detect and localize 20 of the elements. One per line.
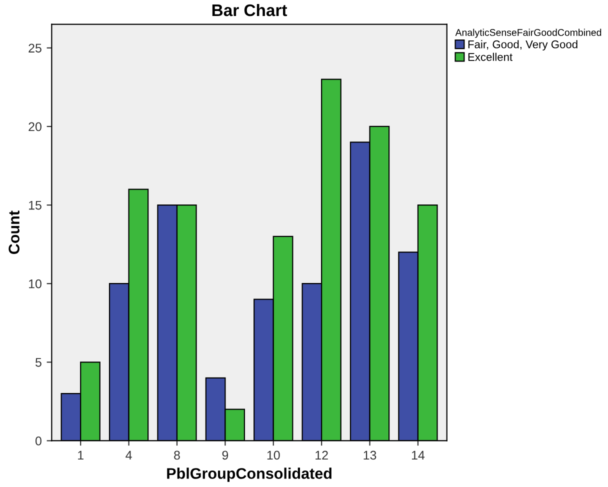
y-axis-title: Count	[8, 210, 20, 254]
x-tick-label: 13	[364, 450, 376, 460]
legend-title: AnalyticSenseFairGoodCombined	[455, 28, 602, 38]
x-tick-label: 8	[174, 450, 180, 460]
y-tick-label: 15	[29, 200, 42, 210]
y-tick-label: 0	[35, 436, 42, 446]
legend-label: Fair, Good, Very Good	[468, 40, 578, 50]
x-axis-title: PblGroupConsolidated	[167, 468, 332, 482]
y-tick-label: 25	[28, 44, 42, 53]
x-tick-label: 9	[222, 450, 228, 460]
legend-label: Excellent	[468, 52, 512, 61]
chart-title: Bar Chart	[212, 4, 288, 16]
x-tick-label: 1	[78, 450, 84, 460]
y-tick-label: 10	[29, 279, 42, 288]
y-tick-label: 20	[28, 122, 42, 132]
x-tick-label: 4	[126, 450, 132, 460]
x-tick-label: 10	[267, 450, 280, 460]
x-tick-label: 12	[316, 450, 328, 460]
y-tick-label: 5	[36, 358, 42, 367]
x-tick-label: 14	[412, 450, 425, 460]
